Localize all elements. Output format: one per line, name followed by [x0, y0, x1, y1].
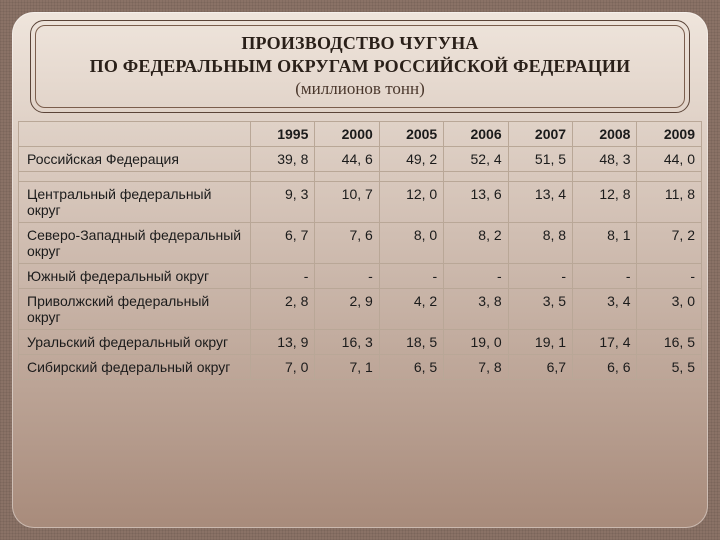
row-label: Приволжский федеральный округ [19, 289, 251, 330]
table-row: Уральский федеральный округ 13, 9 16, 3 … [19, 330, 702, 355]
col-header: 2006 [444, 122, 508, 147]
cell: 44, 0 [637, 147, 702, 172]
cell: 39, 8 [250, 147, 314, 172]
cell: 3, 5 [508, 289, 572, 330]
col-header: 2000 [315, 122, 379, 147]
cell: 11, 8 [637, 182, 702, 223]
col-header: 2005 [379, 122, 443, 147]
cell: - [573, 264, 637, 289]
row-label: Центральный федеральный округ [19, 182, 251, 223]
row-label: Уральский федеральный округ [19, 330, 251, 355]
cell: 17, 4 [573, 330, 637, 355]
title-frame-inner: ПРОИЗВОДСТВО ЧУГУНА ПО ФЕДЕРАЛЬНЫМ ОКРУГ… [35, 25, 685, 108]
cell: 18, 5 [379, 330, 443, 355]
cell: 51, 5 [508, 147, 572, 172]
cell: - [508, 264, 572, 289]
cell: 44, 6 [315, 147, 379, 172]
cell: 3, 0 [637, 289, 702, 330]
cell: 7, 0 [250, 355, 314, 380]
col-header: 1995 [250, 122, 314, 147]
title-frame-outer: ПРОИЗВОДСТВО ЧУГУНА ПО ФЕДЕРАЛЬНЫМ ОКРУГ… [30, 20, 690, 113]
row-label: Сибирский федеральный округ [19, 355, 251, 380]
header-blank [19, 122, 251, 147]
cell: - [637, 264, 702, 289]
cell: 7, 1 [315, 355, 379, 380]
cell: 7, 2 [637, 223, 702, 264]
col-header: 2008 [573, 122, 637, 147]
cell: 6, 6 [573, 355, 637, 380]
row-label: Российская Федерация [19, 147, 251, 172]
cell: 12, 0 [379, 182, 443, 223]
row-label: Южный федеральный округ [19, 264, 251, 289]
cell: 52, 4 [444, 147, 508, 172]
table-body: Российская Федерация 39, 8 44, 6 49, 2 5… [19, 147, 702, 380]
cell: 19, 1 [508, 330, 572, 355]
cell: 8, 1 [573, 223, 637, 264]
cell: - [379, 264, 443, 289]
cell: 3, 8 [444, 289, 508, 330]
cell: - [315, 264, 379, 289]
cell: 8, 0 [379, 223, 443, 264]
data-table: 1995 2000 2005 2006 2007 2008 2009 Росси… [18, 121, 702, 380]
cell: 9, 3 [250, 182, 314, 223]
cell: 5, 5 [637, 355, 702, 380]
cell: 7, 6 [315, 223, 379, 264]
cell: 16, 5 [637, 330, 702, 355]
cell: 7, 8 [444, 355, 508, 380]
cell: 48, 3 [573, 147, 637, 172]
cell: - [444, 264, 508, 289]
cell: 8, 8 [508, 223, 572, 264]
cell: 49, 2 [379, 147, 443, 172]
cell: 16, 3 [315, 330, 379, 355]
row-label: Северо-Западный федеральный округ [19, 223, 251, 264]
total-row: Российская Федерация 39, 8 44, 6 49, 2 5… [19, 147, 702, 172]
cell: 2, 8 [250, 289, 314, 330]
title-line1: ПРОИЗВОДСТВО ЧУГУНА [46, 32, 674, 55]
table-row: Северо-Западный федеральный округ 6, 7 7… [19, 223, 702, 264]
cell: 6, 7 [250, 223, 314, 264]
spacer-row [19, 172, 702, 182]
cell: 12, 8 [573, 182, 637, 223]
cell: - [250, 264, 314, 289]
table-row: Приволжский федеральный округ 2, 8 2, 9 … [19, 289, 702, 330]
cell: 2, 9 [315, 289, 379, 330]
cell: 19, 0 [444, 330, 508, 355]
cell: 13, 4 [508, 182, 572, 223]
content-sheet: ПРОИЗВОДСТВО ЧУГУНА ПО ФЕДЕРАЛЬНЫМ ОКРУГ… [12, 12, 708, 528]
subtitle: (миллионов тонн) [46, 79, 674, 99]
table-row: Сибирский федеральный округ 7, 0 7, 1 6,… [19, 355, 702, 380]
cell: 4, 2 [379, 289, 443, 330]
cell: 6,7 [508, 355, 572, 380]
title-line2: ПО ФЕДЕРАЛЬНЫМ ОКРУГАМ РОССИЙСКОЙ ФЕДЕРА… [46, 55, 674, 78]
cell: 10, 7 [315, 182, 379, 223]
cell: 8, 2 [444, 223, 508, 264]
page-background: ПРОИЗВОДСТВО ЧУГУНА ПО ФЕДЕРАЛЬНЫМ ОКРУГ… [0, 0, 720, 540]
cell: 13, 9 [250, 330, 314, 355]
cell: 13, 6 [444, 182, 508, 223]
col-header: 2009 [637, 122, 702, 147]
table-row: Центральный федеральный округ 9, 3 10, 7… [19, 182, 702, 223]
table-row: Южный федеральный округ - - - - - - - [19, 264, 702, 289]
cell: 6, 5 [379, 355, 443, 380]
header-row: 1995 2000 2005 2006 2007 2008 2009 [19, 122, 702, 147]
cell: 3, 4 [573, 289, 637, 330]
col-header: 2007 [508, 122, 572, 147]
